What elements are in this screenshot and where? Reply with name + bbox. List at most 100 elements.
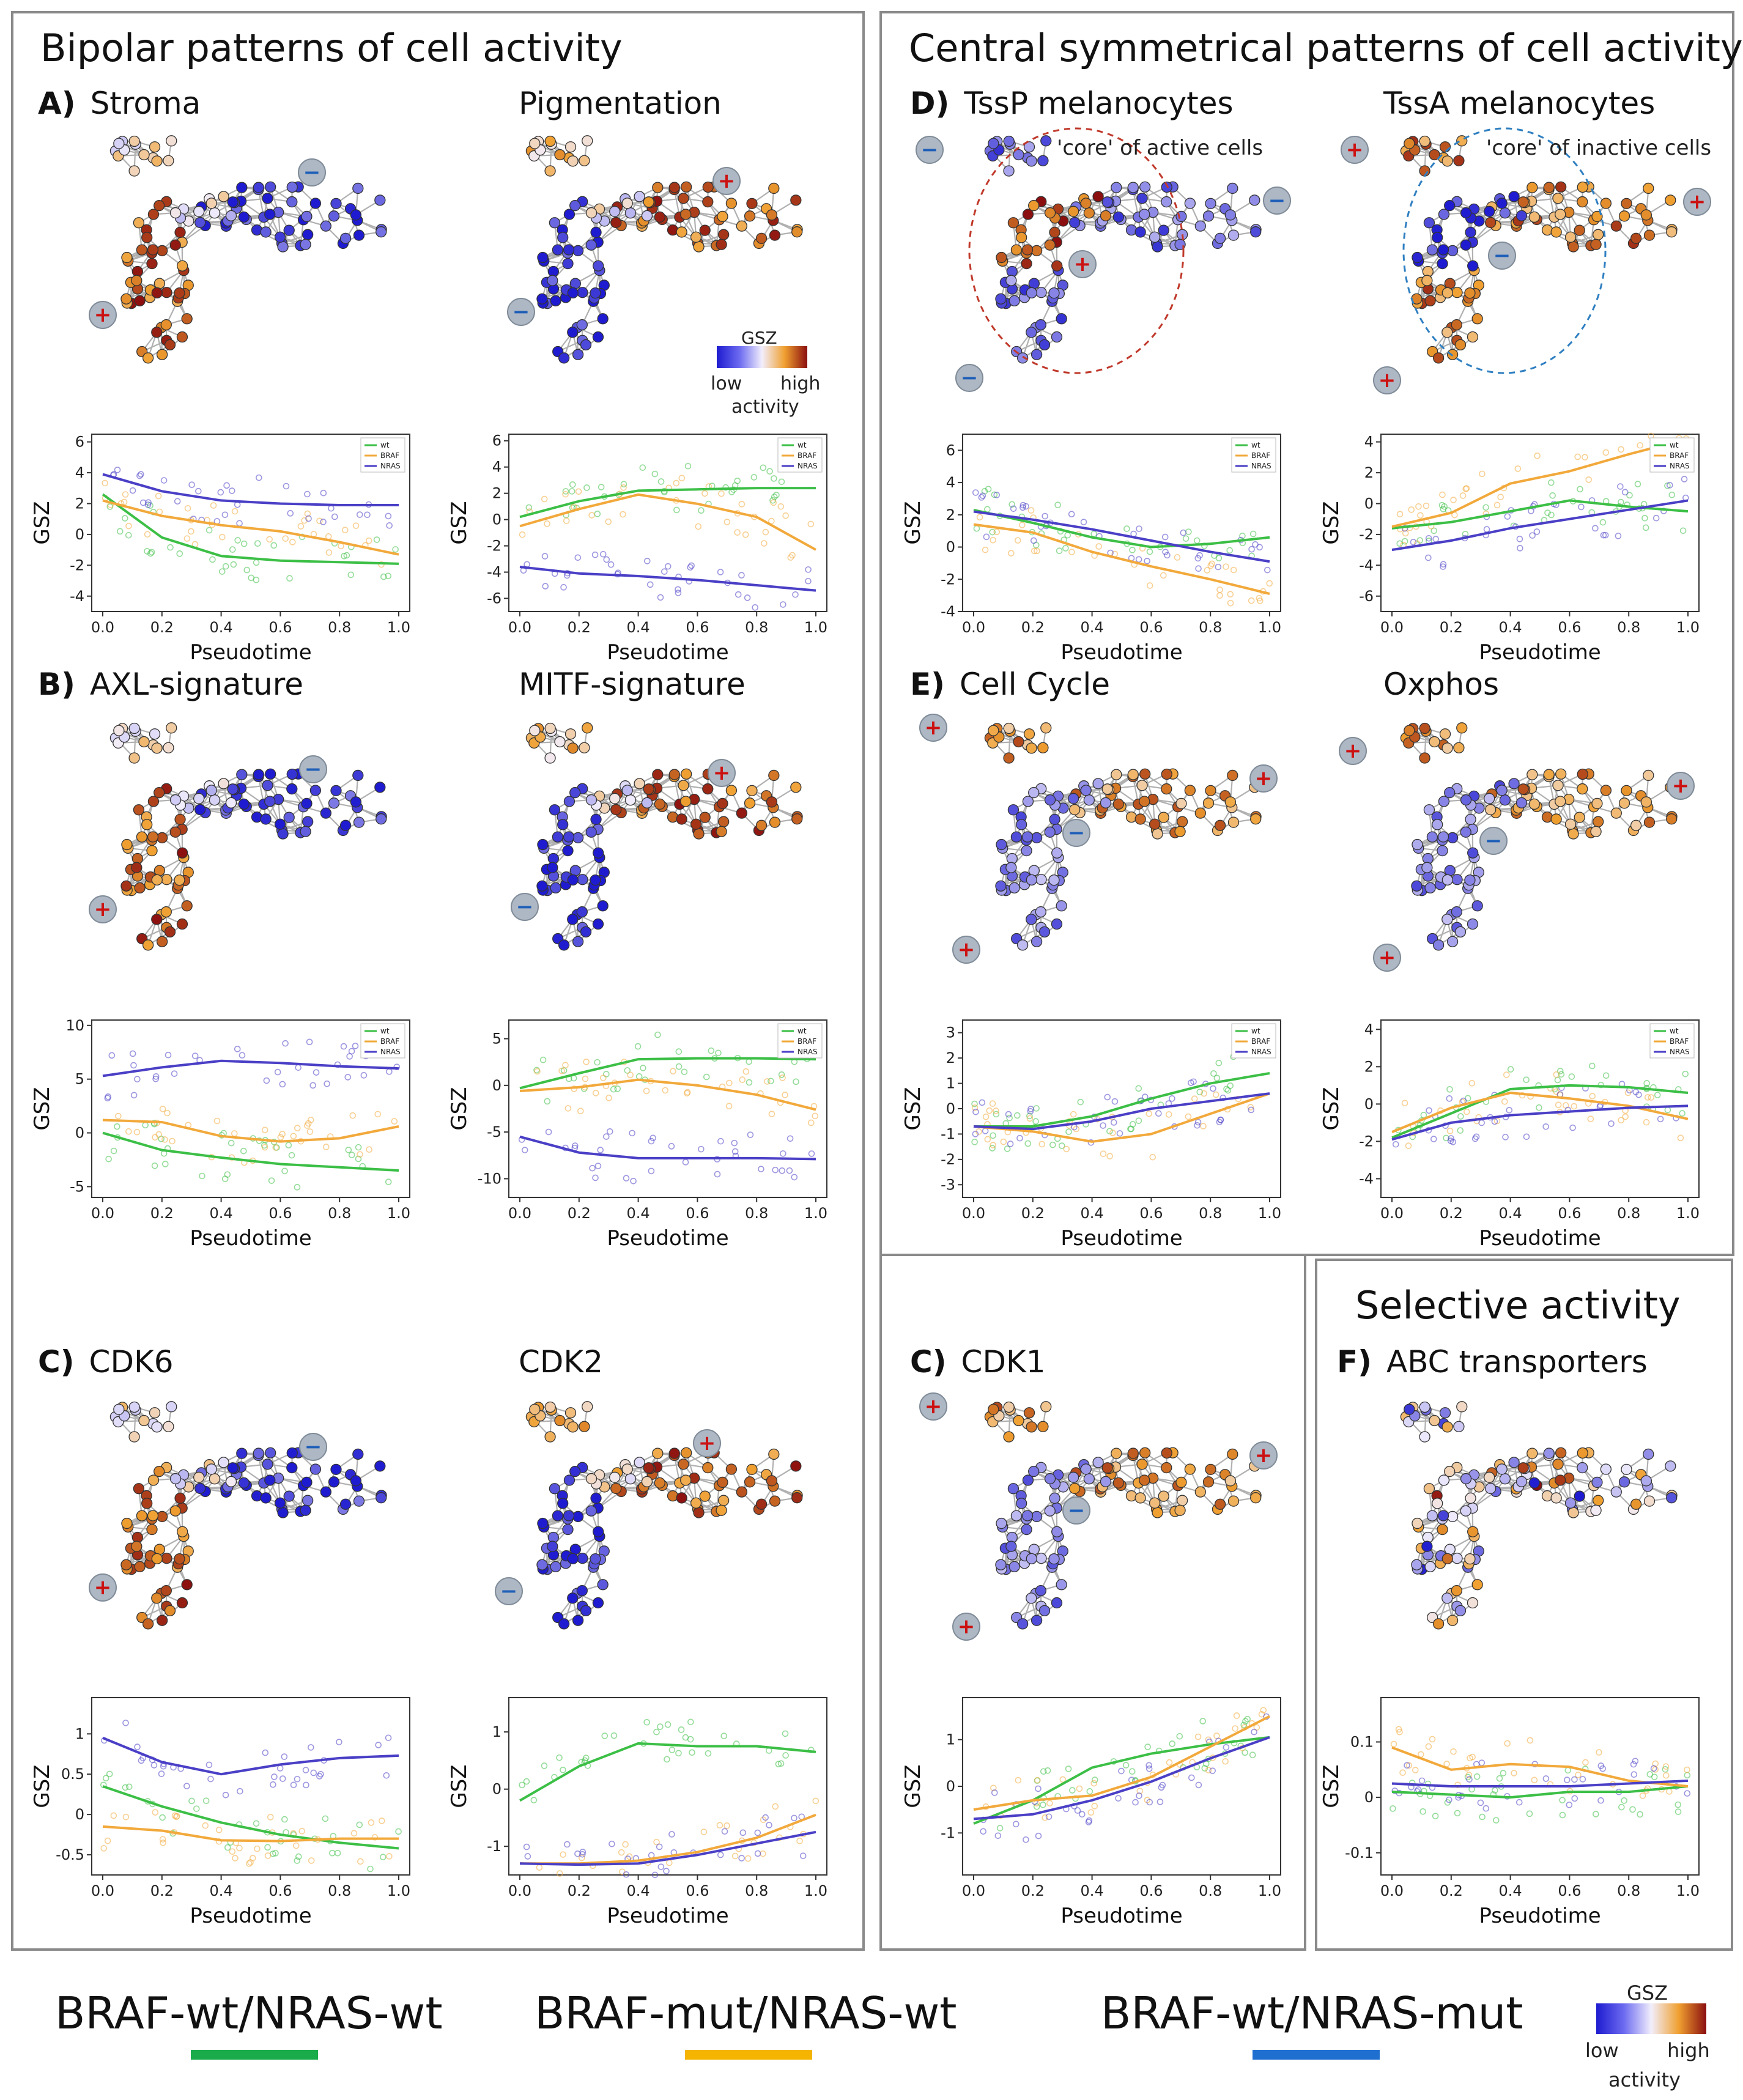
network-node <box>164 1605 176 1617</box>
network-node <box>1127 182 1139 193</box>
network-node <box>790 194 802 206</box>
network-graph-axl <box>109 722 387 951</box>
network-node <box>1227 182 1238 194</box>
sign-marker-tssa: + <box>1373 366 1401 394</box>
network-node <box>1214 819 1226 831</box>
network-node <box>128 752 140 764</box>
network-node <box>350 209 362 221</box>
network-node <box>1441 914 1453 925</box>
network-node <box>1152 828 1163 840</box>
network-node <box>301 210 313 223</box>
network-node <box>376 226 387 238</box>
network-node <box>136 1510 148 1521</box>
network-node <box>1031 1614 1043 1626</box>
network-node <box>1593 229 1604 240</box>
network-node <box>1441 742 1453 754</box>
network-node <box>766 209 778 221</box>
network-node <box>352 182 364 194</box>
network-node <box>1411 880 1423 892</box>
network-graph-tssp <box>984 135 1262 364</box>
network-node <box>544 135 556 147</box>
network-node <box>1003 165 1015 177</box>
network-node <box>1026 1553 1037 1565</box>
network-node <box>1439 728 1451 740</box>
network-node <box>128 165 140 177</box>
network-node <box>1460 826 1471 838</box>
network-node <box>1013 1414 1024 1427</box>
network-node <box>988 138 999 149</box>
network-node <box>142 1618 154 1630</box>
network-node <box>1038 926 1051 938</box>
network-node <box>564 141 577 153</box>
network-node <box>593 1526 604 1537</box>
network-node <box>164 926 176 938</box>
network-node <box>353 229 365 241</box>
network-node <box>766 796 778 808</box>
network-node <box>128 1431 140 1443</box>
network-node <box>205 785 217 796</box>
sign-symbol: + <box>1255 1443 1273 1468</box>
network-node <box>205 198 217 209</box>
network-node <box>1044 1505 1056 1517</box>
network-node <box>177 1526 188 1537</box>
network-node <box>1467 331 1479 343</box>
sign-symbol: − <box>305 757 322 782</box>
network-node <box>569 1544 581 1555</box>
network-node <box>995 1559 1007 1570</box>
network-node <box>1451 874 1463 885</box>
network-node <box>547 862 558 873</box>
network-node <box>552 831 564 843</box>
network-node <box>624 794 637 806</box>
network-node <box>996 1517 1007 1529</box>
network-node <box>1136 780 1148 791</box>
network-node <box>134 882 146 894</box>
network-node <box>744 797 756 809</box>
panel-title: MITF-signature <box>519 667 746 702</box>
network-node <box>151 287 163 299</box>
network-node <box>151 1592 163 1604</box>
network-node <box>113 725 125 736</box>
network-node <box>1527 769 1538 780</box>
network-node <box>746 1463 758 1475</box>
network-node <box>1023 141 1035 153</box>
network-node <box>151 327 163 338</box>
network-node <box>1127 1447 1139 1459</box>
network-node <box>166 722 177 734</box>
network-node <box>1005 275 1017 286</box>
network-node <box>147 831 159 843</box>
network-node <box>154 278 165 289</box>
network-node <box>161 874 172 885</box>
network-node <box>1139 209 1150 220</box>
network-node <box>676 813 687 825</box>
network-node <box>1439 1407 1451 1419</box>
network-node <box>1056 313 1067 325</box>
network-node <box>1437 845 1448 857</box>
network-node <box>1049 1492 1060 1504</box>
network-node <box>1227 229 1240 241</box>
network-node <box>1134 813 1146 825</box>
panel-label: B) <box>38 667 75 702</box>
network-node <box>1227 816 1240 828</box>
network-node <box>768 182 780 194</box>
network-node <box>1139 181 1151 193</box>
network-node <box>536 1559 548 1570</box>
sign-symbol: − <box>1485 829 1503 853</box>
network-node <box>177 847 188 859</box>
network-node <box>1035 906 1046 918</box>
network-node <box>1591 797 1603 810</box>
sign-circle <box>952 1613 980 1641</box>
network-node <box>330 1463 342 1475</box>
network-node <box>746 785 758 796</box>
network-node <box>262 193 273 204</box>
network-node <box>300 238 311 250</box>
network-node <box>1227 1448 1238 1460</box>
sign-circle <box>712 167 741 195</box>
network-node <box>286 768 298 780</box>
network-node <box>1429 1414 1440 1427</box>
network-node <box>1419 1431 1430 1443</box>
network-node <box>131 862 142 873</box>
network-node <box>716 1504 727 1516</box>
network-node <box>236 769 248 780</box>
network-node <box>265 181 276 193</box>
network-node <box>174 287 185 299</box>
